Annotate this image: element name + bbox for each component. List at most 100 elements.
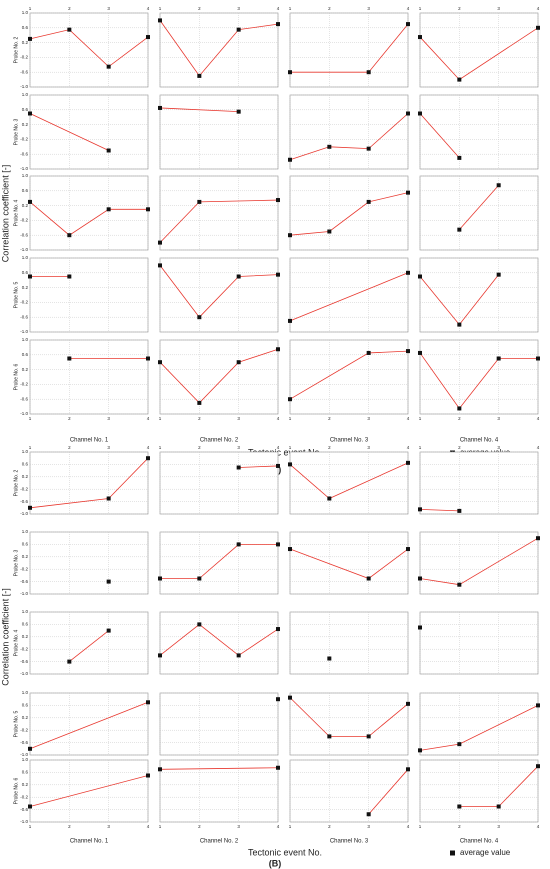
data-line [160, 544, 278, 579]
data-line [289, 113, 409, 161]
x-tick-label: 3 [107, 824, 110, 829]
y-tick-label: -1.0 [20, 84, 28, 89]
column-label: Channel No. 3 [330, 438, 369, 444]
y-tick-label: -1.0 [20, 752, 28, 757]
data-point [288, 397, 292, 402]
plot-frame [419, 94, 539, 170]
plot-frame [419, 531, 539, 595]
data-point [106, 628, 111, 633]
y-tick-label: 0.6 [22, 25, 29, 30]
data-point [366, 199, 371, 204]
y-tick-label: -1.0 [20, 591, 28, 596]
x-tick-label: 3 [497, 416, 500, 421]
x-tick-label: 4 [407, 416, 410, 421]
y-tick-label: 1.0 [22, 757, 29, 762]
x-tick-label: 3 [367, 416, 370, 421]
data-point [276, 463, 280, 468]
data-point [236, 653, 241, 658]
data-point [276, 272, 280, 277]
data-point [288, 157, 292, 162]
x-tick-label: 4 [147, 416, 150, 421]
x-tick-label: 4 [537, 445, 540, 450]
data-point [197, 622, 202, 627]
y-tick-label: 0.6 [22, 542, 29, 547]
data-point [67, 659, 72, 664]
column-label: Channel No. 4 [460, 839, 499, 845]
data-point [236, 542, 241, 547]
plot-frame [289, 451, 409, 515]
data-point [418, 625, 422, 630]
column-label: Channel No. 2 [200, 438, 239, 444]
y-tick-label: -1.0 [20, 247, 28, 252]
y-tick-label: 1.0 [22, 609, 29, 614]
plot-frame [159, 94, 279, 170]
data-point [457, 322, 462, 327]
data-point [288, 695, 292, 700]
x-tick-label: 2 [68, 445, 71, 450]
plot-frame [159, 339, 279, 415]
data-point [197, 315, 202, 320]
y-tick-label: -1.0 [20, 819, 28, 824]
plot-frame [29, 611, 149, 675]
data-point [146, 773, 150, 778]
x-tick-label: 4 [407, 824, 410, 829]
x-tick-label: 2 [68, 824, 71, 829]
y-tick-label: -0.6 [20, 740, 28, 745]
data-point [158, 105, 162, 110]
plot-frame [419, 759, 539, 823]
plot-frame [419, 257, 539, 333]
y-tick-label: 0.6 [22, 107, 29, 112]
y-tick-label: -1.0 [20, 329, 28, 334]
x-tick-label: 2 [328, 416, 331, 421]
plot-frame [289, 759, 409, 823]
x-tick-label: 3 [497, 445, 500, 450]
y-tick-label: 0.6 [22, 270, 29, 275]
y-tick-label: -1.0 [20, 166, 28, 171]
column-label: Channel No. 4 [460, 438, 499, 444]
y-tick-label: 1.0 [22, 529, 29, 534]
data-point [276, 765, 280, 770]
data-point [197, 400, 202, 405]
x-tick-label: 4 [147, 445, 150, 450]
data-point [536, 703, 540, 708]
data-point [327, 229, 332, 234]
plot-frame [159, 759, 279, 823]
plot-frame [29, 531, 149, 595]
x-tick-label: 2 [458, 416, 461, 421]
y-tick-label: 0.2 [22, 715, 29, 720]
data-point [418, 748, 422, 753]
data-point [496, 804, 501, 809]
x-tick-label: 1 [159, 6, 162, 11]
x-tick-label: 1 [289, 416, 292, 421]
data-point [236, 274, 241, 279]
y-tick-label: -0.6 [20, 499, 28, 504]
y-tick-label: 1.0 [22, 690, 29, 695]
plot-frame [419, 451, 539, 515]
data-point [28, 746, 32, 751]
x-tick-label: 1 [289, 824, 292, 829]
x-tick-label: 1 [29, 6, 32, 11]
data-point [106, 579, 111, 584]
data-point [236, 27, 241, 32]
data-point [158, 18, 162, 23]
y-tick-label: 0.6 [22, 622, 29, 627]
x-tick-label: 1 [419, 416, 422, 421]
data-point [457, 742, 462, 747]
x-tick-label: 3 [497, 824, 500, 829]
y-axis-label: Correlation coefficient [-] [0, 165, 10, 262]
plot-frame [159, 611, 279, 675]
x-tick-label: 2 [458, 445, 461, 450]
x-tick-label: 1 [419, 6, 422, 11]
y-tick-label: -0.2 [20, 300, 28, 305]
data-point [158, 653, 162, 658]
x-tick-label: 4 [537, 416, 540, 421]
column-label: Channel No. 2 [200, 839, 239, 845]
data-point [28, 111, 32, 116]
data-point [496, 356, 501, 361]
y-tick-label: -0.6 [20, 659, 28, 664]
y-tick-label: -0.2 [20, 727, 28, 732]
x-tick-label: 3 [107, 416, 110, 421]
data-point [457, 77, 462, 82]
data-line [238, 465, 279, 468]
row-label: Probe No. 2 [13, 36, 19, 63]
